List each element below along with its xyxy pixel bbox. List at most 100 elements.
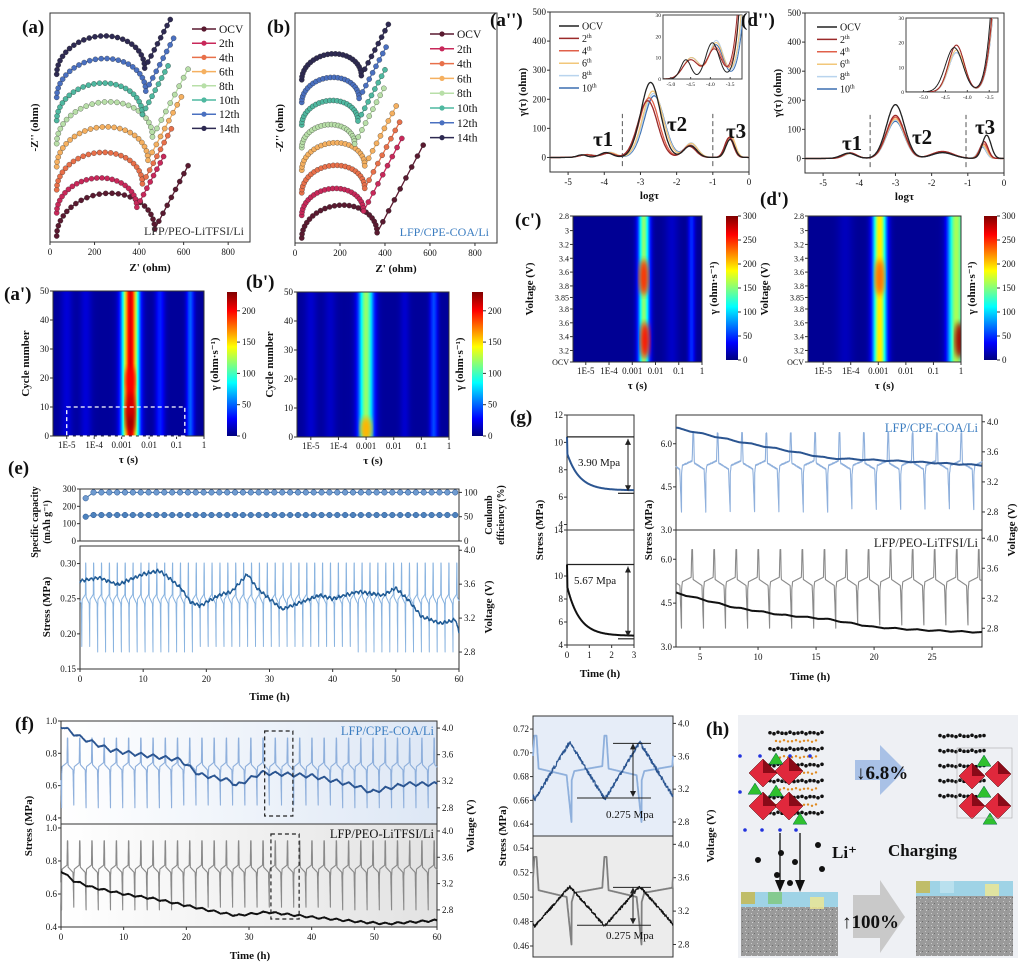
efficiency-point <box>169 489 176 496</box>
data-point <box>117 125 123 132</box>
data-point <box>133 164 140 170</box>
x-tick-label: 1 <box>700 366 705 376</box>
lithium-ion-label: Li⁺ <box>832 843 857 862</box>
data-point <box>101 99 108 105</box>
layer-atom <box>974 734 978 739</box>
legend-marker <box>201 83 207 89</box>
capacity-point <box>153 511 160 519</box>
data-point <box>57 80 63 87</box>
data-point <box>64 208 70 215</box>
lithium-atom <box>814 739 818 742</box>
legend-marker <box>439 61 445 67</box>
efficiency-point <box>232 489 239 496</box>
data-point <box>146 119 152 126</box>
x-tick-label: 1 <box>202 440 207 450</box>
capacity-point <box>90 511 97 519</box>
lithium-atom <box>790 740 794 743</box>
layer-atom <box>820 762 824 767</box>
data-point <box>176 83 182 89</box>
legend-superscript: th <box>587 59 592 65</box>
colorbar-tick-label: 50 <box>1002 331 1012 341</box>
data-point <box>72 109 79 115</box>
legend-label: 10th <box>219 95 240 107</box>
hotspot <box>360 417 373 437</box>
y-tick-label: 0.8 <box>46 856 58 866</box>
efficiency-point <box>82 495 89 502</box>
legend-marker <box>201 125 207 131</box>
y-tick-label: 2.8 <box>442 803 454 813</box>
capacity-point <box>412 511 419 519</box>
data-point <box>373 99 380 105</box>
y-tick-label: 4.0 <box>987 533 999 543</box>
data-point <box>149 129 155 135</box>
y-tick-label: 100 <box>533 123 547 133</box>
data-point <box>90 192 96 199</box>
inset-y-tick-label: 10 <box>899 65 905 71</box>
legend-label: 8th <box>457 88 472 100</box>
data-point <box>92 56 99 63</box>
lithium-atom <box>798 788 802 791</box>
lithium-atom <box>790 788 794 791</box>
capacity-point <box>365 511 372 519</box>
inset-x-tick-label: -4.0 <box>963 95 972 101</box>
data-point <box>75 39 82 46</box>
x-tick-label: 5 <box>698 652 703 662</box>
data-point <box>66 45 73 52</box>
legend-label: 14th <box>457 133 478 145</box>
capacity-point <box>294 511 302 519</box>
x-tick-label: 1E-5 <box>814 366 832 376</box>
y-tick-label: 3.6 <box>678 873 690 883</box>
panel-background <box>533 836 673 957</box>
x-tick-label: 1E-5 <box>58 440 76 450</box>
data-point <box>82 128 88 134</box>
efficiency-point <box>365 489 372 496</box>
data-point <box>160 55 166 61</box>
data-point <box>133 67 140 73</box>
layer-atom <box>978 734 982 738</box>
colorbar-title: γ (ohm·s⁻¹) <box>708 261 720 315</box>
efficiency-point <box>255 489 262 496</box>
data-point <box>174 102 180 108</box>
x-tick-label: 1E-4 <box>842 366 860 376</box>
data-point <box>129 41 135 47</box>
region-label-1: τ1 <box>842 131 862 155</box>
data-point <box>86 57 93 64</box>
data-point <box>157 133 164 140</box>
lithium-atom <box>802 771 806 775</box>
y-tick-label: 3.2 <box>678 906 689 916</box>
data-point <box>358 72 365 79</box>
arrow-head <box>795 880 805 892</box>
y-tick-label: 4.0 <box>464 545 476 555</box>
legend-label: OCV <box>582 22 604 33</box>
heatmap-hotspots <box>638 259 651 359</box>
lithium-atom <box>814 803 818 806</box>
lithium-atom <box>794 787 798 790</box>
data-point <box>87 126 94 132</box>
data-point <box>156 61 163 68</box>
lithium-ion <box>778 850 784 856</box>
colorbar-tick-label: 200 <box>1002 259 1016 269</box>
data-point <box>59 169 66 175</box>
data-point <box>381 85 387 92</box>
y-tick-label: 3.2 <box>987 477 998 487</box>
data-point <box>53 94 60 101</box>
data-point <box>75 86 81 93</box>
data-point <box>378 34 385 40</box>
y-tick-label: 0.52 <box>513 868 529 878</box>
data-point <box>157 146 164 153</box>
octahedron-face <box>763 759 777 773</box>
legend-marker <box>439 135 445 141</box>
legend-label: 10th <box>582 84 597 95</box>
x-tick-label: 600 <box>423 248 437 258</box>
efficiency-point <box>302 489 309 496</box>
data-point <box>109 190 115 197</box>
y-tick-label: 0.50 <box>513 892 529 902</box>
data-point <box>373 63 379 70</box>
layer-atom <box>800 730 804 735</box>
legend-label: 6th <box>840 60 850 71</box>
layer-atom <box>958 763 962 768</box>
x-tick-label: 0.1 <box>171 440 182 450</box>
x-tick-label: 200 <box>333 248 347 258</box>
x-tick-label: -2 <box>928 178 936 188</box>
layer-atom <box>962 794 966 799</box>
